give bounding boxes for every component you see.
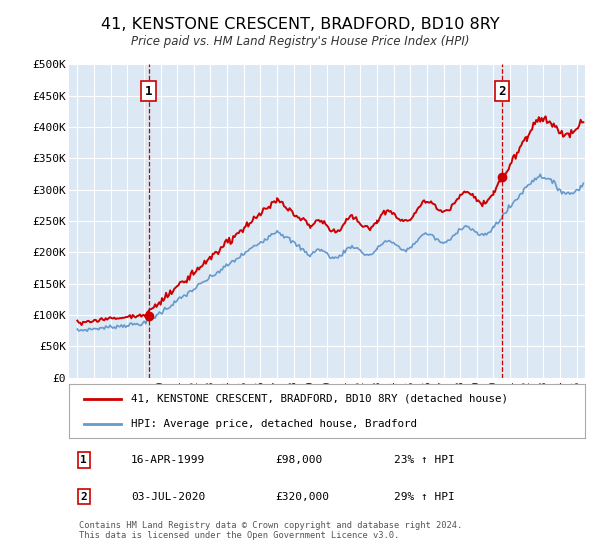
- Text: Price paid vs. HM Land Registry's House Price Index (HPI): Price paid vs. HM Land Registry's House …: [131, 35, 469, 48]
- Text: HPI: Average price, detached house, Bradford: HPI: Average price, detached house, Brad…: [131, 419, 417, 429]
- Text: 03-JUL-2020: 03-JUL-2020: [131, 492, 205, 502]
- Text: 2: 2: [498, 85, 506, 97]
- Text: 1: 1: [145, 85, 152, 97]
- Text: 41, KENSTONE CRESCENT, BRADFORD, BD10 8RY (detached house): 41, KENSTONE CRESCENT, BRADFORD, BD10 8R…: [131, 394, 508, 404]
- Text: £320,000: £320,000: [275, 492, 329, 502]
- Text: Contains HM Land Registry data © Crown copyright and database right 2024.
This d: Contains HM Land Registry data © Crown c…: [79, 521, 463, 540]
- Text: 2: 2: [80, 492, 87, 502]
- Text: 29% ↑ HPI: 29% ↑ HPI: [394, 492, 455, 502]
- Text: 1: 1: [80, 455, 87, 465]
- Text: £98,000: £98,000: [275, 455, 323, 465]
- Text: 16-APR-1999: 16-APR-1999: [131, 455, 205, 465]
- Text: 23% ↑ HPI: 23% ↑ HPI: [394, 455, 455, 465]
- Text: 41, KENSTONE CRESCENT, BRADFORD, BD10 8RY: 41, KENSTONE CRESCENT, BRADFORD, BD10 8R…: [101, 17, 499, 31]
